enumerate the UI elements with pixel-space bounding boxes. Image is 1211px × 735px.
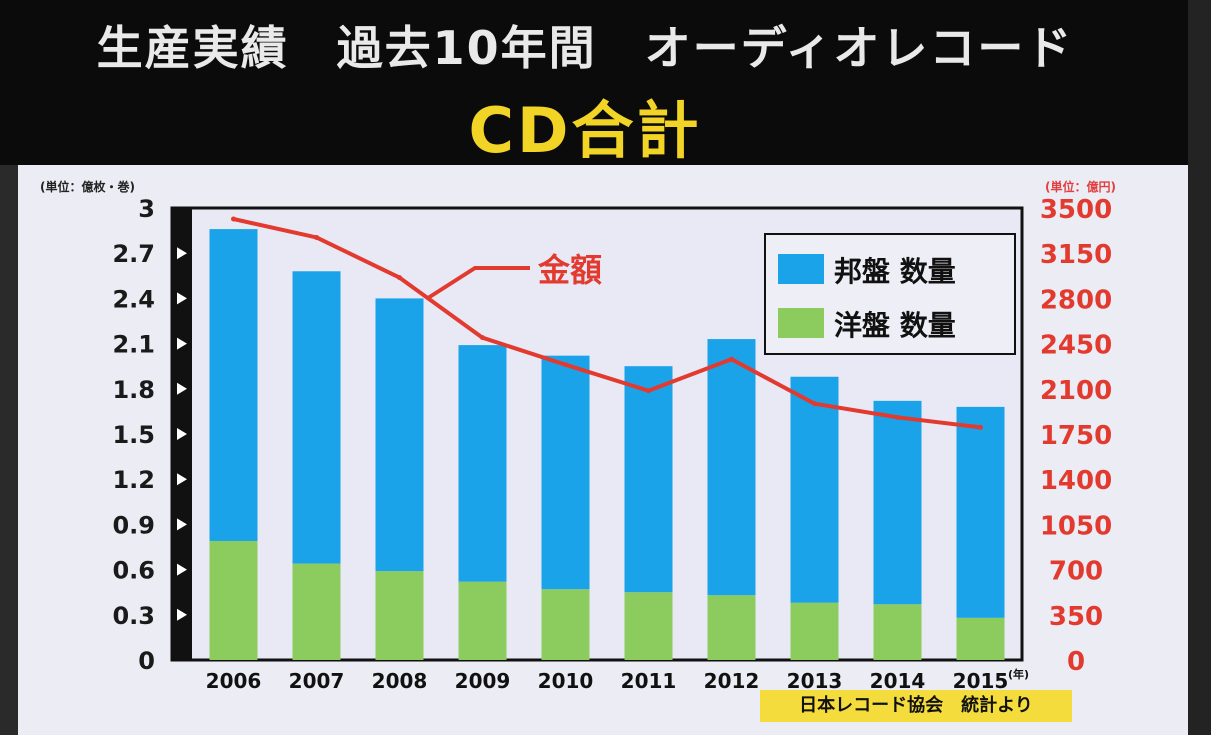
left-tick-label: 0.9	[112, 511, 155, 539]
bar-domestic-quantity	[707, 339, 756, 596]
amount-point	[646, 388, 651, 394]
right-axis-unit: (単位：億円)	[1045, 180, 1116, 194]
right-tick-label: 2100	[1040, 376, 1112, 406]
bar-foreign-quantity	[292, 563, 341, 660]
right-tick-label: 2450	[1040, 331, 1112, 361]
left-tick-label: 2.7	[112, 240, 155, 268]
amount-point	[978, 424, 983, 430]
amount-point	[231, 216, 236, 222]
bar-foreign-quantity	[458, 581, 507, 660]
x-tick-label: 2015	[953, 669, 1009, 693]
right-tick-label: 350	[1049, 602, 1103, 632]
bar-domestic-quantity	[956, 406, 1005, 618]
amount-point	[729, 356, 734, 362]
x-tick-label: 2008	[372, 669, 428, 693]
left-tick-marker	[177, 428, 187, 440]
left-tick-marker	[177, 473, 187, 486]
left-frame	[0, 165, 18, 735]
title-banner: 生産実績 過去10年間 オーディオレコード CD合計	[0, 0, 1211, 167]
left-tick-marker	[177, 518, 187, 531]
right-tick-label: 1750	[1040, 421, 1112, 451]
x-tick-label: 2007	[289, 669, 345, 693]
amount-point	[563, 362, 568, 368]
bar-foreign-quantity	[624, 592, 673, 660]
x-tick-label: 2012	[704, 669, 760, 693]
bar-foreign-quantity	[790, 602, 839, 660]
left-tick-label: 3	[138, 195, 155, 223]
right-tick-label: 700	[1049, 557, 1103, 587]
bar-foreign-quantity	[707, 595, 756, 660]
left-tick-label: 0	[138, 647, 155, 675]
x-tick-label: 2009	[455, 669, 511, 693]
bar-domestic-quantity	[292, 271, 341, 564]
source-credit: 日本レコード協会 統計より	[760, 690, 1072, 722]
amount-point	[397, 275, 402, 281]
amount-point	[812, 401, 817, 407]
left-tick-marker	[177, 247, 187, 260]
x-tick-label: 2006	[206, 669, 262, 693]
right-tick-label: 0	[1067, 647, 1085, 677]
bar-domestic-quantity	[873, 400, 922, 605]
right-tick-label: 2800	[1040, 285, 1112, 315]
bar-domestic-quantity	[541, 355, 590, 590]
legend-label-domestic: 邦盤 数量	[834, 255, 956, 288]
left-tick-marker	[177, 337, 187, 350]
amount-line	[233, 217, 981, 430]
left-tick-marker	[177, 563, 187, 576]
bar-foreign-quantity	[541, 589, 590, 660]
amount-point	[895, 414, 900, 420]
bar-domestic-quantity	[790, 376, 839, 603]
bar-domestic-quantity	[209, 229, 258, 541]
chart-subtitle: CD合計	[468, 94, 702, 167]
annotation-label: 金額	[537, 251, 602, 289]
right-tick-label: 3500	[1040, 195, 1112, 225]
x-tick-label: 2013	[787, 669, 843, 693]
bar-domestic-quantity	[375, 298, 424, 572]
left-tick-marker	[177, 382, 187, 395]
left-tick-label: 1.2	[112, 466, 155, 494]
left-tick-label: 2.4	[112, 285, 155, 313]
bar-foreign-quantity	[375, 571, 424, 660]
left-axis-unit: (単位：億枚・巻)	[40, 180, 135, 194]
right-tick-label: 3150	[1040, 240, 1112, 270]
left-tick-marker	[177, 292, 187, 305]
bar-domestic-quantity	[624, 366, 673, 593]
x-tick-label: 2010	[538, 669, 594, 693]
right-tick-label: 1400	[1040, 466, 1112, 496]
bar-foreign-quantity	[956, 617, 1005, 660]
x-unit-suffix: (年)	[1008, 667, 1029, 681]
x-tick-label: 2014	[870, 669, 926, 693]
bar-domestic-quantity	[458, 345, 507, 582]
bar-foreign-quantity	[873, 604, 922, 660]
bar-foreign-quantity	[209, 540, 258, 660]
right-tick-label: 1050	[1040, 511, 1112, 541]
left-tick-label: 0.6	[112, 557, 155, 585]
x-tick-label: 2011	[621, 669, 677, 693]
legend-swatch-foreign	[778, 308, 824, 338]
left-tick-label: 1.8	[112, 376, 155, 404]
left-tick-label: 1.5	[112, 421, 155, 449]
chart-title: 生産実績 過去10年間 オーディオレコード	[96, 21, 1074, 75]
left-tick-label: 0.3	[112, 602, 155, 630]
left-tick-marker	[177, 608, 187, 621]
right-frame	[1188, 0, 1211, 735]
legend-label-foreign: 洋盤 数量	[834, 309, 956, 342]
left-tick-label: 2.1	[112, 331, 155, 359]
amount-point	[480, 335, 485, 341]
amount-point	[314, 234, 319, 240]
annotation-leader	[426, 266, 530, 300]
legend-swatch-domestic	[778, 254, 824, 284]
